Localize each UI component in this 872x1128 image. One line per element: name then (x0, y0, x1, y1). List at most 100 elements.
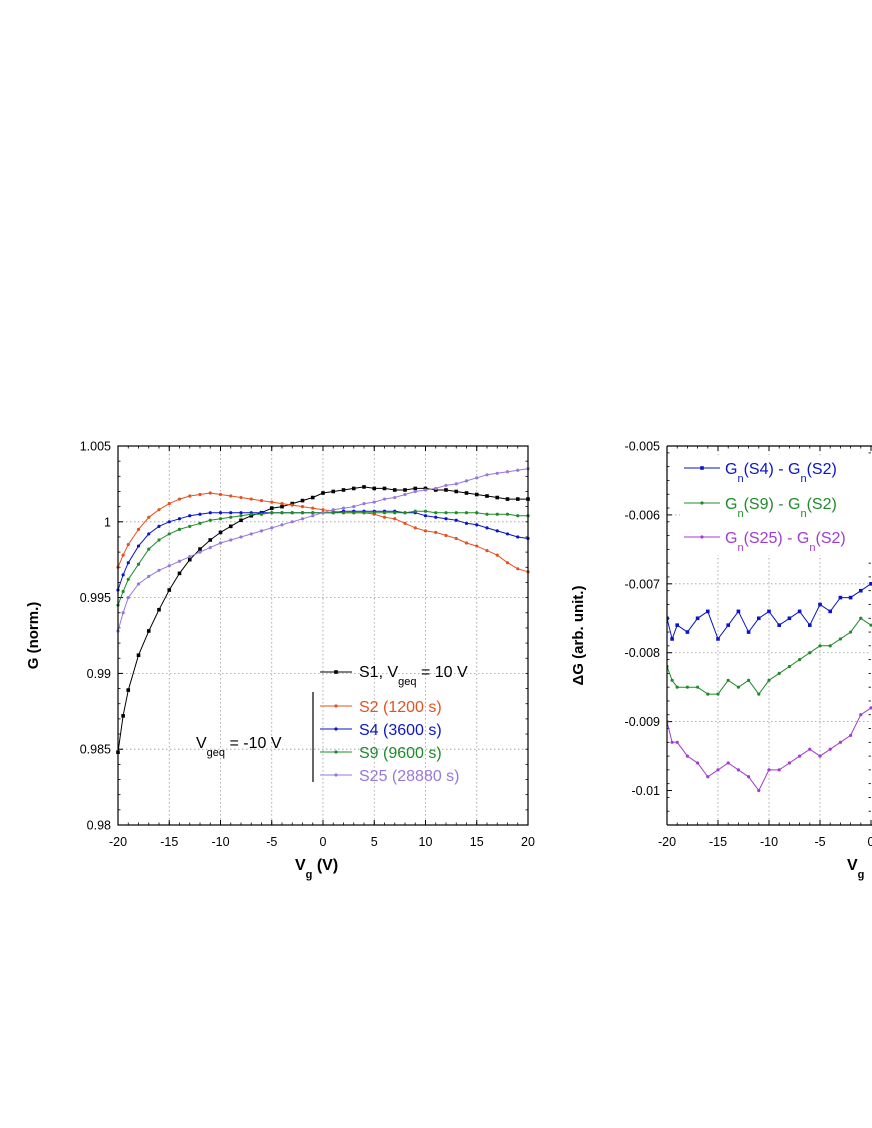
data-point (157, 568, 161, 572)
data-point (444, 533, 448, 538)
data-point (767, 678, 771, 682)
data-point (188, 524, 192, 528)
legend-entry-label-part: (S9) - G (744, 496, 801, 513)
data-point (798, 754, 802, 758)
x-tick-label: 0 (320, 835, 327, 849)
data-point (685, 630, 690, 634)
data-point (290, 511, 294, 515)
x-tick-label: 0 (868, 835, 872, 849)
data-point (495, 512, 499, 516)
legend-entry-label-part: n (809, 542, 815, 554)
data-point (726, 678, 730, 682)
data-point (736, 685, 741, 689)
y-tick-label: 1 (104, 515, 111, 529)
data-point (341, 511, 346, 515)
y-tick-label: -0.006 (625, 508, 660, 522)
data-point (808, 747, 812, 751)
data-point (136, 562, 141, 566)
data-point (218, 541, 223, 545)
x-tick-label: 5 (371, 835, 378, 849)
data-point (239, 511, 243, 515)
data-point (218, 517, 223, 521)
data-point (485, 526, 489, 530)
legend-entry-label: S1, Vgeq = 10 V (359, 664, 468, 688)
data-point (675, 685, 679, 689)
legend-entry-label-part: n (737, 473, 743, 485)
data-point (838, 740, 843, 744)
legend-entry-label-part: (S25) - G (744, 530, 810, 547)
data-point (706, 775, 710, 779)
data-point (726, 761, 730, 765)
legend-marker (334, 727, 338, 731)
data-point (685, 754, 690, 758)
data-point (475, 544, 479, 548)
data-point (838, 595, 843, 600)
data-point (146, 629, 151, 633)
legend-entry-label: S25 (28880 s) (359, 768, 460, 785)
data-point (434, 530, 438, 535)
data-point (454, 482, 458, 486)
legend-entry-label-part: n (737, 508, 743, 520)
data-point (208, 491, 212, 495)
legend-entry-label-part: S9 (9600 s) (359, 745, 442, 762)
x-axis-label-part: g (306, 869, 313, 881)
data-point (121, 714, 125, 718)
data-point (382, 486, 387, 491)
series-line (117, 510, 528, 606)
data-point (259, 498, 264, 503)
data-point (157, 524, 161, 528)
data-point (454, 511, 458, 515)
data-point (828, 644, 832, 648)
data-point (403, 488, 407, 492)
data-point (726, 623, 730, 627)
data-point (495, 471, 499, 475)
y-tick-label: 0.99 (87, 667, 111, 681)
data-point (464, 479, 469, 483)
data-point (403, 492, 407, 497)
data-point (218, 511, 223, 515)
legend-entry-label: Gn(S9) - Gn(S2) (725, 496, 837, 520)
data-point (403, 511, 407, 515)
data-point (454, 518, 458, 522)
data-point (777, 623, 781, 627)
legend-marker (700, 501, 704, 505)
data-point (382, 515, 387, 519)
data-point (177, 571, 182, 576)
data-point (147, 547, 151, 551)
data-point (423, 529, 428, 533)
data-point (767, 609, 771, 614)
data-point (126, 688, 131, 692)
data-point (167, 532, 171, 536)
data-point (667, 616, 669, 621)
data-point (464, 511, 469, 515)
data-point (516, 468, 520, 472)
data-point (777, 768, 781, 772)
x-axis-label-part: V (847, 857, 858, 874)
legend-marker (334, 704, 338, 708)
data-point (869, 623, 872, 627)
data-point (147, 515, 151, 519)
data-point (229, 494, 233, 498)
data-point (869, 706, 872, 710)
data-point (239, 518, 243, 523)
data-point (300, 505, 305, 509)
data-point (869, 582, 872, 586)
x-tick-label: -10 (211, 835, 229, 849)
data-point (321, 511, 325, 515)
data-point (300, 498, 305, 503)
data-point (675, 740, 679, 744)
data-point (670, 678, 674, 682)
data-point (859, 616, 863, 620)
x-tick-label: -20 (658, 835, 676, 849)
data-point (818, 602, 822, 607)
x-tick-label: 20 (521, 835, 535, 849)
data-point (177, 527, 182, 531)
data-point (187, 557, 192, 562)
data-point (434, 515, 438, 519)
data-point (136, 544, 141, 548)
x-tick-label: -10 (760, 835, 778, 849)
data-point (249, 497, 253, 501)
data-point (485, 549, 489, 553)
legend-entry-label: Gn(S4) - Gn(S2) (725, 461, 837, 485)
